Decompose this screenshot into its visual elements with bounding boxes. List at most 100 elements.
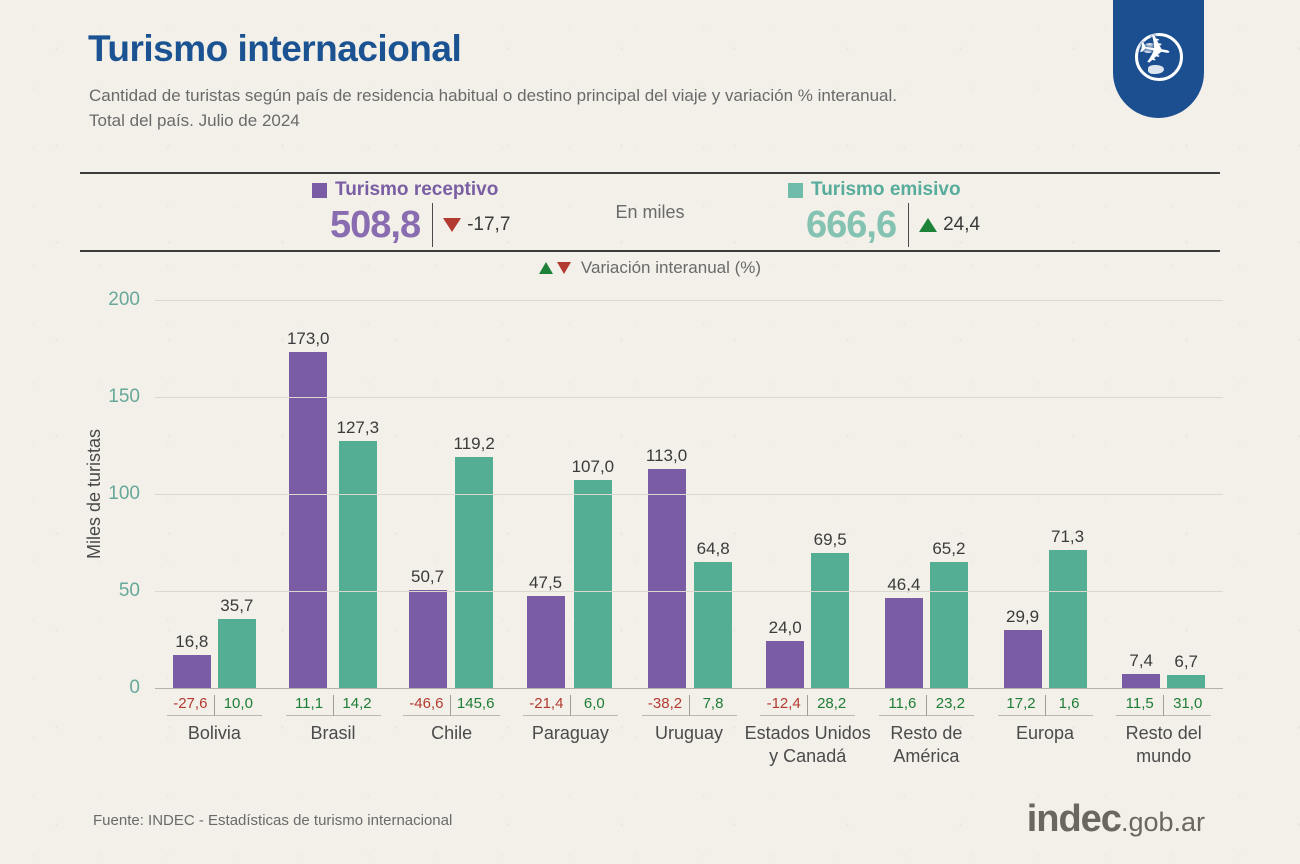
value-divider bbox=[908, 203, 910, 247]
x-axis-baseline bbox=[155, 688, 1223, 689]
variation-emisivo-estados-unidos-y-canad: 28,2 bbox=[808, 695, 856, 716]
variation-divider bbox=[332, 695, 334, 716]
variation-receptivo-europa: 17,2 bbox=[997, 695, 1045, 716]
receptivo-total-value: 508,8 bbox=[330, 203, 421, 246]
globe-land-icon bbox=[1147, 65, 1164, 74]
category-label-estados-unidos-y-canad: Estados Unidos y Canadá bbox=[744, 723, 871, 767]
bar-value-emisivo-europa: 71,3 bbox=[1050, 526, 1085, 546]
bar-value-emisivo-uruguay: 64,8 bbox=[696, 539, 730, 559]
variation-divider bbox=[1044, 695, 1046, 716]
variation-note: Variación interanual (%) bbox=[0, 258, 1300, 278]
variation-row-uruguay: -38,2 7,8 bbox=[641, 695, 737, 716]
bar-emisivo-paraguay bbox=[573, 480, 612, 688]
bar-value-receptivo-resto-de-am-rica: 46,4 bbox=[887, 574, 921, 594]
variation-row-bolivia: -27,6 10,0 bbox=[166, 695, 262, 716]
bar-value-emisivo-brasil: 127,3 bbox=[336, 418, 380, 438]
variation-receptivo-bolivia: -27,6 bbox=[166, 695, 214, 716]
subtitle-line-2: Total del país. Julio de 2024 bbox=[89, 110, 300, 130]
airplane-icon: ✈ bbox=[1133, 26, 1175, 76]
bar-value-emisivo-chile: 119,2 bbox=[453, 433, 495, 453]
bar-group-uruguay: 113,0 64,8 -38,2 7,8 Uruguay bbox=[630, 300, 749, 743]
category-label-bolivia: Bolivia bbox=[187, 723, 241, 743]
page-title: Turismo internacional bbox=[88, 28, 462, 69]
variation-note-text: Variación interanual (%) bbox=[580, 258, 762, 277]
category-label-chile: Chile bbox=[431, 723, 473, 743]
bar-group-resto-de-am-rica: 46,4 65,2 11,6 23,2 Resto de América bbox=[867, 300, 986, 766]
bar-value-receptivo-europa: 29,9 bbox=[1005, 607, 1040, 626]
receptivo-variation-value: -17,7 bbox=[467, 214, 511, 235]
page-subtitle: Cantidad de turistas según país de resid… bbox=[89, 84, 897, 133]
indec-logo-tab: ✈ bbox=[1113, 0, 1204, 118]
variation-divider bbox=[807, 695, 809, 716]
plot-area: Miles de turistas 16,8 35,7 -27,6 10,0 Boliv… bbox=[84, 289, 1223, 766]
bar-receptivo-bolivia bbox=[172, 655, 211, 688]
globe-outline-icon bbox=[1134, 33, 1183, 81]
receptivo-summary: Turismo receptivo 508,8 -17,7 bbox=[312, 179, 510, 247]
bar-value-receptivo-estados-unidos-y-canad: 24,0 bbox=[768, 618, 802, 638]
y-tick-label: 150 bbox=[108, 386, 140, 407]
variation-receptivo-paraguay: -21,4 bbox=[522, 695, 570, 716]
category-label-europa: Europa bbox=[1016, 723, 1075, 743]
variation-divider bbox=[569, 695, 571, 716]
down-triangle-icon bbox=[443, 218, 462, 232]
bar-receptivo-resto-del-mundo bbox=[1122, 673, 1161, 688]
variation-emisivo-resto-de-am-rica: 23,2 bbox=[926, 695, 974, 716]
bar-emisivo-bolivia bbox=[217, 618, 256, 688]
brand-main-text: indec bbox=[1026, 798, 1122, 840]
category-label-resto-del-mundo: Resto del mundo bbox=[1125, 723, 1202, 767]
bar-receptivo-chile bbox=[408, 589, 447, 688]
variation-receptivo-uruguay: -38,2 bbox=[641, 695, 689, 716]
variation-row-paraguay: -21,4 6,0 bbox=[522, 695, 618, 716]
bar-group-bolivia: 16,8 35,7 -27,6 10,0 Bolivia bbox=[155, 300, 274, 743]
variation-emisivo-chile: 145,6 bbox=[450, 695, 501, 716]
bar-value-receptivo-chile: 50,7 bbox=[410, 566, 445, 586]
bar-emisivo-resto-de-am-rica bbox=[929, 561, 968, 688]
variation-receptivo-chile: -46,6 bbox=[402, 695, 450, 716]
variation-emisivo-brasil: 14,2 bbox=[333, 695, 381, 716]
bar-value-emisivo-resto-del-mundo: 6,7 bbox=[1174, 652, 1199, 672]
bar-groups: 16,8 35,7 -27,6 10,0 Bolivia 173,0 127,3 11,1 14… bbox=[155, 300, 1223, 766]
gridline bbox=[155, 300, 1223, 301]
brand-suffix-text: .gob.ar bbox=[1120, 807, 1205, 837]
variation-divider bbox=[449, 695, 451, 716]
receptivo-legend-label: Turismo receptivo bbox=[312, 179, 510, 201]
bar-value-receptivo-resto-del-mundo: 7,4 bbox=[1129, 650, 1154, 670]
bar-emisivo-europa bbox=[1048, 549, 1087, 688]
gridline bbox=[155, 591, 1223, 592]
gridline bbox=[155, 397, 1223, 398]
bar-emisivo-resto-del-mundo bbox=[1167, 675, 1206, 688]
variation-emisivo-bolivia: 10,0 bbox=[214, 695, 262, 716]
receptivo-label-text: Turismo receptivo bbox=[335, 179, 499, 200]
bar-value-emisivo-estados-unidos-y-canad: 69,5 bbox=[813, 530, 847, 550]
bar-receptivo-uruguay bbox=[647, 468, 686, 688]
bar-value-receptivo-brasil: 173,0 bbox=[286, 329, 330, 349]
subtitle-line-1: Cantidad de turistas según país de resid… bbox=[89, 86, 897, 105]
variation-row-chile: -46,6 145,6 bbox=[402, 695, 501, 716]
bar-emisivo-chile bbox=[455, 456, 494, 688]
receptivo-swatch-icon bbox=[312, 182, 327, 198]
y-tick-label: 100 bbox=[108, 483, 140, 504]
variation-emisivo-resto-del-mundo: 31,0 bbox=[1164, 695, 1212, 716]
variation-row-resto-del-mundo: 11,5 31,0 bbox=[1116, 695, 1212, 716]
variation-row-europa: 17,2 1,6 bbox=[997, 695, 1093, 716]
bar-emisivo-uruguay bbox=[694, 562, 733, 688]
source-note: Fuente: INDEC - Estadísticas de turismo … bbox=[93, 812, 453, 829]
bar-emisivo-brasil bbox=[338, 441, 377, 688]
bar-value-emisivo-paraguay: 107,0 bbox=[571, 457, 615, 477]
value-divider bbox=[432, 203, 434, 247]
variation-receptivo-brasil: 11,1 bbox=[285, 695, 333, 716]
variation-divider bbox=[688, 695, 690, 716]
variation-receptivo-estados-unidos-y-canad: -12,4 bbox=[760, 695, 808, 716]
bar-receptivo-estados-unidos-y-canad bbox=[766, 641, 805, 688]
variation-receptivo-resto-de-am-rica: 11,6 bbox=[878, 695, 926, 716]
gridline bbox=[155, 494, 1223, 495]
globe-airplane-icon: ✈ bbox=[1128, 25, 1190, 87]
category-label-uruguay: Uruguay bbox=[654, 723, 724, 743]
y-tick-label: 50 bbox=[118, 580, 140, 601]
bar-receptivo-europa bbox=[1003, 630, 1042, 688]
unit-note: En miles bbox=[615, 202, 685, 222]
emisivo-total-value: 666,6 bbox=[806, 203, 897, 246]
category-label-resto-de-am-rica: Resto de América bbox=[890, 723, 963, 767]
bar-emisivo-estados-unidos-y-canad bbox=[811, 553, 850, 688]
